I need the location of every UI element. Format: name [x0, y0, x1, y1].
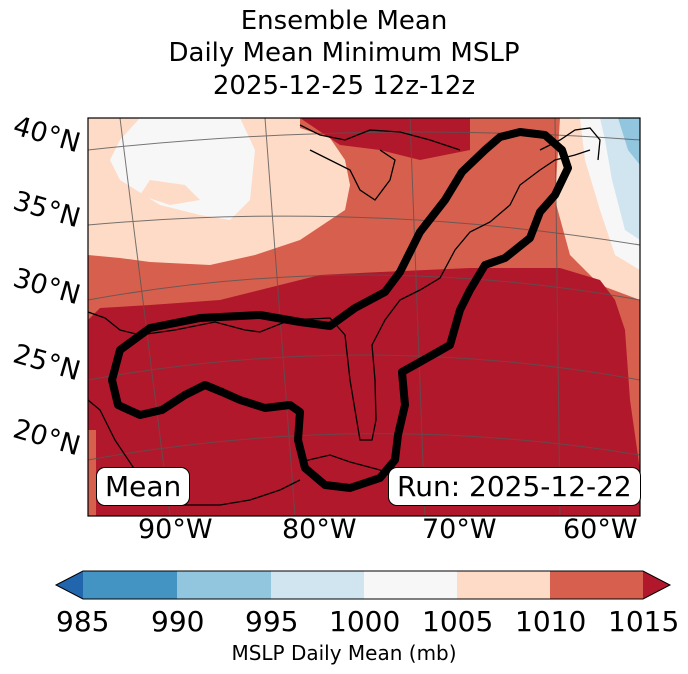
colorbar-segment-985	[83, 571, 177, 599]
lon-label-70: 70°W	[422, 514, 497, 545]
run-box: Run: 2025-12-22	[388, 467, 641, 506]
lon-label-80: 80°W	[282, 514, 357, 545]
lon-label-90: 90°W	[138, 514, 213, 545]
mean-box: Mean	[96, 467, 191, 506]
lon-label-60: 60°W	[563, 514, 638, 545]
colorbar-segment-1005	[457, 571, 550, 599]
cb-tick-1015: 1015	[608, 605, 680, 638]
colorbar	[54, 570, 672, 600]
outline-region	[108, 128, 572, 492]
cb-tick-1000: 1000	[329, 605, 401, 638]
colorbar-extend-high	[643, 571, 670, 599]
title-line-1: Ensemble Mean	[240, 6, 448, 36]
colorbar-segment-1010	[550, 571, 643, 599]
colorbar-segment-990	[177, 571, 271, 599]
cb-tick-1005: 1005	[422, 605, 494, 638]
title-line-3: 2025-12-25 12z-12z	[212, 71, 476, 101]
map-frame	[87, 117, 641, 517]
cb-tick-1010: 1010	[515, 605, 587, 638]
pressure-field-1015	[88, 268, 640, 516]
cb-tick-990: 990	[151, 605, 205, 638]
colorbar-segment-1000	[364, 571, 457, 599]
cb-tick-995: 995	[245, 605, 299, 638]
colorbar-segment-995	[271, 571, 364, 599]
colorbar-extend-low	[56, 571, 83, 599]
title-line-2: Daily Mean Minimum MSLP	[168, 38, 520, 68]
colorbar-label: MSLP Daily Mean (mb)	[231, 641, 457, 665]
cb-tick-985: 985	[56, 605, 110, 638]
map-panel	[88, 118, 640, 516]
